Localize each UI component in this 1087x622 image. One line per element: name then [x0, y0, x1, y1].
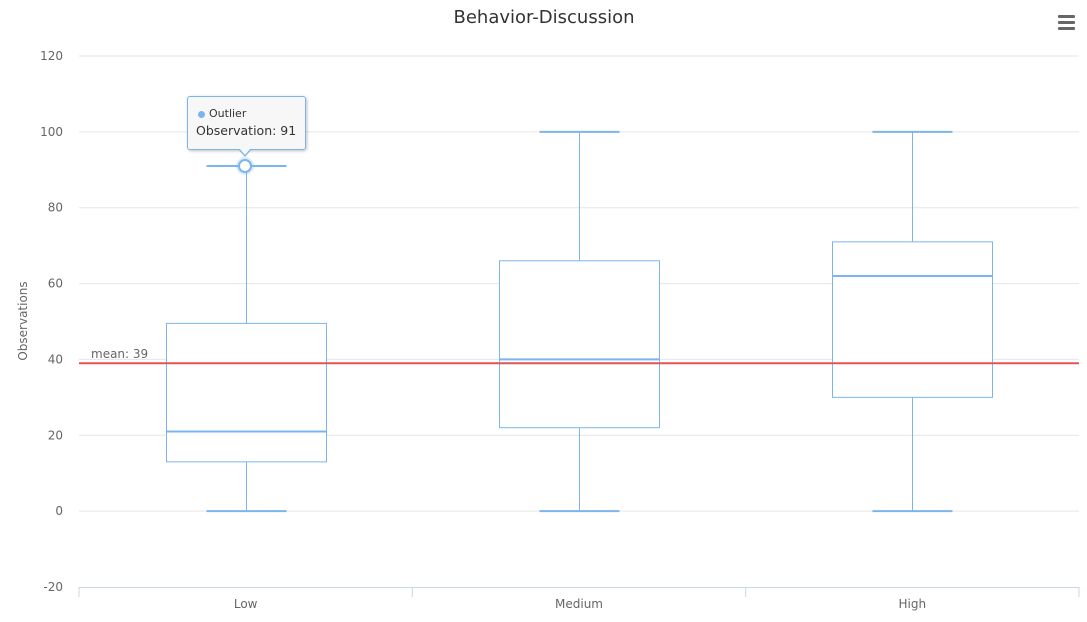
box-body [499, 260, 660, 429]
tooltip: Outlier Observation: 91 [187, 96, 306, 157]
y-tick-label: 100 [40, 125, 63, 139]
hamburger-menu-icon [1058, 15, 1075, 18]
y-tick-label: 60 [48, 277, 63, 291]
tooltip-series-name: Outlier [209, 107, 247, 120]
mean-line-label: mean: 39 [91, 347, 148, 361]
x-axis: Low Medium High [78, 587, 1080, 611]
hamburger-menu-icon-bar [1058, 21, 1075, 24]
y-axis-title: Observations [16, 281, 30, 360]
x-tick-label: High [899, 597, 927, 611]
x-tick-label: Low [234, 597, 258, 611]
chart-title: Behavior-Discussion [454, 7, 635, 28]
box-medium [499, 130, 660, 513]
outlier-point [238, 158, 252, 173]
y-tick-label: 120 [40, 49, 63, 63]
box-body [832, 241, 993, 398]
tooltip-value: Observation: 91 [196, 123, 297, 138]
y-tick-label: 20 [48, 428, 63, 442]
box-high [832, 130, 993, 513]
box-series [166, 130, 993, 513]
outlier-series [236, 156, 254, 175]
box-low [166, 164, 327, 513]
y-tick-label: 80 [48, 201, 63, 215]
y-tick-label: -20 [43, 580, 63, 594]
x-tick-label: Medium [555, 597, 603, 611]
y-tick-label: 0 [55, 504, 63, 518]
y-axis-tick-labels: -20 0 20 40 60 80 100 120 [40, 49, 63, 594]
tooltip-pointer-inner [239, 148, 251, 155]
box-body [166, 322, 327, 463]
tooltip-series-marker [198, 111, 205, 118]
mean-plot-line: mean: 39 [79, 347, 1079, 365]
hamburger-menu-icon-bar [1058, 27, 1075, 30]
chart-menu-button[interactable] [1052, 10, 1080, 36]
y-tick-label: 40 [48, 352, 63, 366]
